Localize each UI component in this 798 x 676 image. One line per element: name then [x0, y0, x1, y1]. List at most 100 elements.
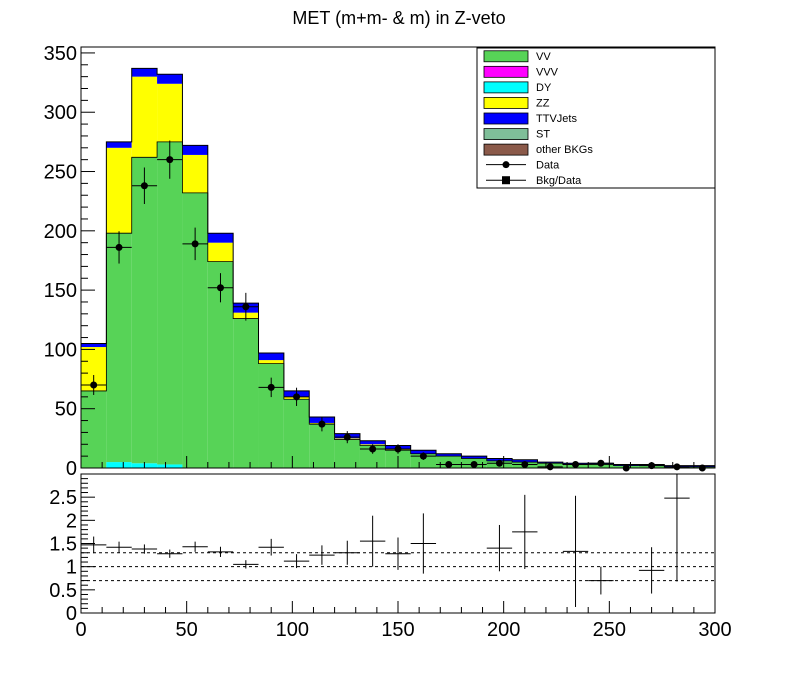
- bar-ttvjets-bin-11: [359, 440, 386, 445]
- data-point-2: [140, 182, 148, 190]
- bar-vv-bin-0: [81, 390, 107, 468]
- bar-dy-bin-1: [106, 462, 132, 468]
- chart-title: MET (m+m- & m) in Z-veto: [292, 8, 505, 28]
- legend-swatch-vv: [483, 50, 529, 63]
- legend-label-data: Data: [536, 160, 560, 172]
- main-ytick-label-100: 100: [44, 339, 77, 361]
- bar-ttvjets-bin-14: [436, 453, 462, 457]
- bar-ttvjets-bin-17: [512, 459, 538, 463]
- ratio-ytick-label-0: 0: [66, 603, 77, 625]
- legend-label-bkg-data: Bkg/Data: [536, 175, 582, 187]
- bar-ttvjets-bin-7: [258, 352, 284, 361]
- main-ytick-label-150: 150: [44, 280, 77, 302]
- main-ytick-label-350: 350: [44, 43, 77, 65]
- bar-ttvjets-bin-4: [182, 145, 208, 155]
- bar-ttvjets-bin-2: [131, 68, 158, 77]
- bar-zz-bin-4: [182, 154, 208, 193]
- bar-ttvjets-bin-13: [410, 450, 437, 454]
- data-point-3: [166, 156, 174, 164]
- bar-dy-bin-3: [157, 464, 183, 468]
- bar-vv-bin-8: [283, 399, 310, 468]
- ratio-points: [81, 474, 690, 607]
- legend-swatch-vvv: [483, 65, 529, 78]
- bar-zz-bin-2: [131, 76, 158, 158]
- bar-vv-bin-6: [233, 318, 259, 468]
- bar-ttvjets-bin-3: [157, 74, 183, 84]
- bar-vv-bin-11: [359, 445, 386, 468]
- main-ytick-label-300: 300: [44, 102, 77, 124]
- data-point-15: [470, 460, 478, 468]
- ratio-x-axis: 0 50 100 150 200 250 300: [75, 601, 732, 641]
- bar-zz-bin-7: [258, 360, 284, 364]
- data-point-0: [90, 381, 98, 389]
- legend-label-other-bkgs: other BKGs: [536, 144, 593, 156]
- legend-label-st: ST: [536, 129, 550, 141]
- ratio-ytick-label-2: 2: [66, 510, 77, 532]
- bar-zz-bin-1: [106, 147, 132, 234]
- ratio-xtick-label-150: 150: [381, 619, 414, 641]
- legend-label-zz: ZZ: [536, 97, 550, 109]
- bar-zz-bin-5: [207, 242, 234, 262]
- bar-vv-bin-3: [157, 141, 183, 465]
- legend-swatch-ttvjets: [483, 112, 529, 125]
- bar-ttvjets-bin-0: [81, 343, 107, 348]
- bar-ttvjets-bin-5: [207, 233, 234, 243]
- data-point-19: [572, 460, 580, 468]
- legend-swatch-dy: [483, 81, 529, 94]
- ratio-ytick-label-2.5: 2.5: [49, 487, 77, 509]
- legend-marker-bkg-data: [502, 176, 510, 185]
- ratio-xtick-label-50: 50: [176, 619, 198, 641]
- bar-zz-bin-3: [157, 83, 183, 142]
- data-point-6: [242, 303, 250, 311]
- data-point-18: [546, 463, 554, 471]
- main-ytick-label-0: 0: [66, 458, 77, 480]
- ratio-xtick-label-200: 200: [487, 619, 520, 641]
- legend-swatch-zz: [483, 97, 529, 109]
- ratio-pad: 00.511.522.5 0 50 100 150 200 250 300: [49, 473, 732, 641]
- data-point-7: [267, 383, 275, 391]
- stacked-histogram: [80, 67, 716, 468]
- data-point-1: [115, 243, 123, 251]
- ratio-y-axis: 00.511.522.5: [49, 478, 95, 625]
- data-point-10: [343, 433, 351, 441]
- ratio-xtick-label-250: 250: [593, 619, 626, 641]
- legend-label-vvv: VVV: [536, 66, 559, 78]
- legend-swatch-other-bkgs: [483, 143, 529, 156]
- legend-swatch-st: [483, 128, 529, 140]
- ratio-ytick-label-0.5: 0.5: [49, 580, 77, 602]
- bar-vv-bin-1: [106, 233, 132, 463]
- ratio-xtick-label-0: 0: [75, 619, 86, 641]
- ratio-ytick-label-1: 1: [66, 557, 77, 579]
- ratio-xtick-label-100: 100: [276, 619, 309, 641]
- legend-label-ttvjets: TTVJets: [536, 113, 577, 125]
- data-point-20: [597, 459, 605, 467]
- data-point-14: [445, 460, 453, 468]
- bar-vv-bin-13: [410, 453, 437, 468]
- data-point-9: [318, 420, 326, 428]
- data-point-11: [369, 445, 377, 453]
- data-point-8: [293, 393, 301, 401]
- data-point-12: [394, 445, 402, 453]
- data-point-16: [495, 459, 503, 467]
- bar-ttvjets-bin-1: [106, 141, 132, 148]
- main-y-axis: 0 50 100 150 200 250 300 350: [44, 43, 95, 480]
- bar-ttvjets-bin-15: [461, 456, 487, 459]
- data-point-4: [191, 240, 199, 248]
- bar-vv-bin-2: [131, 157, 158, 464]
- legend-marker-data: [502, 161, 510, 169]
- main-ytick-label-50: 50: [55, 399, 77, 421]
- ratio-xtick-label-300: 300: [698, 619, 731, 641]
- data-point-23: [673, 463, 681, 471]
- legend-label-dy: DY: [536, 82, 552, 94]
- main-x-axis-ticks: [80, 456, 716, 468]
- ratio-ytick-label-1.5: 1.5: [49, 534, 77, 556]
- bar-vv-bin-9: [309, 424, 335, 468]
- legend-label-vv: VV: [536, 51, 551, 63]
- main-ytick-label-250: 250: [44, 162, 77, 184]
- bar-ttvjets-bin-16: [486, 458, 513, 461]
- data-point-13: [419, 452, 427, 460]
- main-ytick-label-200: 200: [44, 221, 77, 243]
